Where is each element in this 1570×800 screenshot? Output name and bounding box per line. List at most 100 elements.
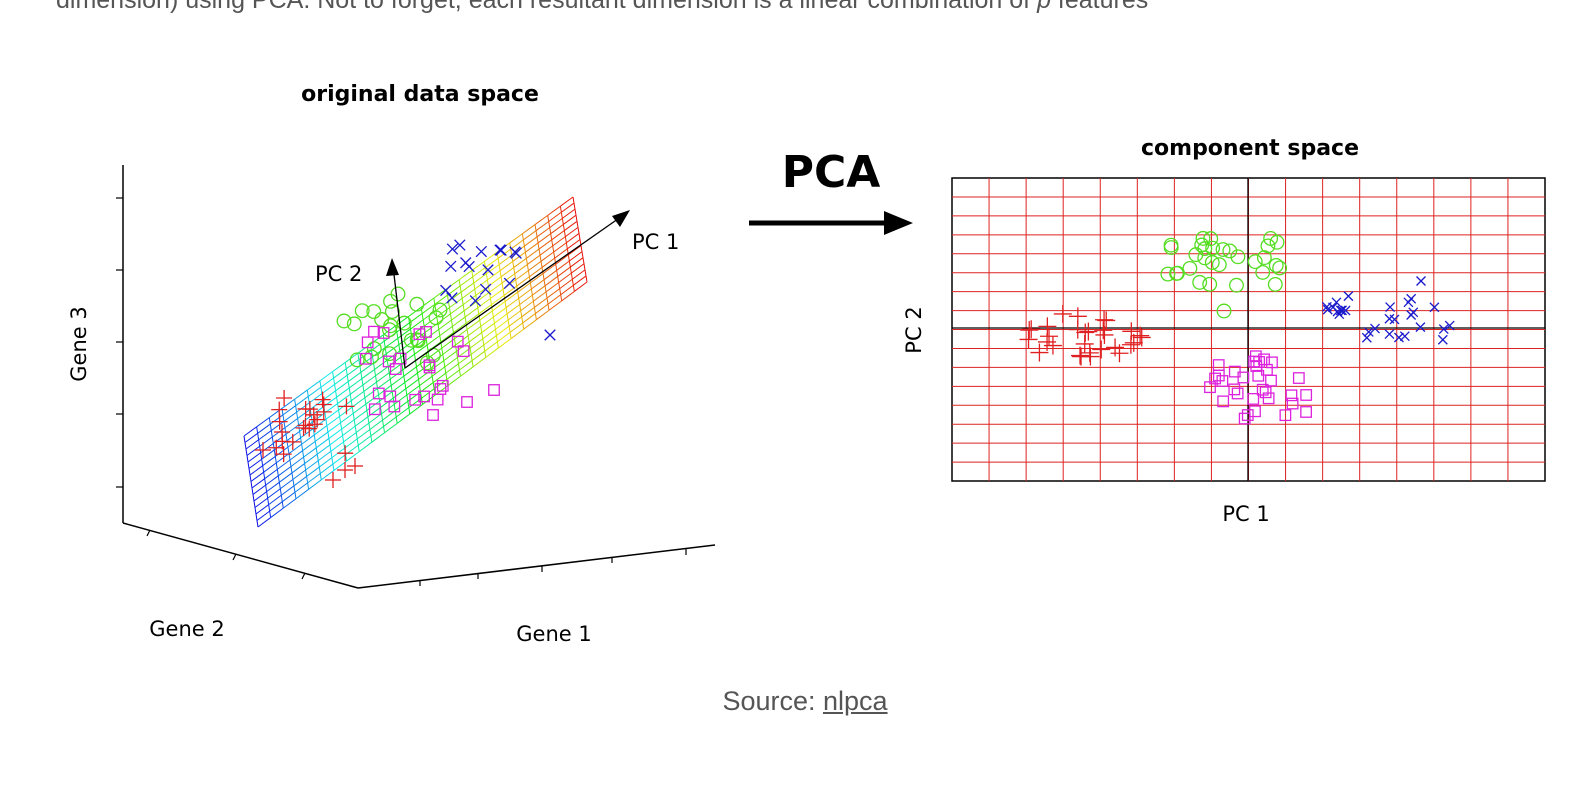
mesh-line xyxy=(349,384,364,395)
plus-marker xyxy=(1030,343,1049,362)
circle-marker xyxy=(390,286,406,302)
square-marker xyxy=(382,355,395,368)
square-marker xyxy=(1300,389,1313,401)
mesh-line xyxy=(394,400,409,412)
mesh-line xyxy=(459,276,474,287)
mesh-line xyxy=(403,366,417,377)
mesh-line xyxy=(562,208,576,219)
mesh-line xyxy=(519,294,533,305)
plus-marker xyxy=(276,390,293,407)
cross-marker xyxy=(495,244,507,256)
mesh-line xyxy=(453,322,467,333)
mesh-line xyxy=(554,248,568,259)
mesh-line xyxy=(368,413,382,424)
mesh-line xyxy=(330,441,344,452)
mesh-line xyxy=(525,242,539,253)
circle-marker xyxy=(1230,249,1246,265)
cross-marker xyxy=(503,277,516,290)
mesh-line xyxy=(382,325,397,336)
mesh-line xyxy=(531,279,545,290)
mesh-line xyxy=(526,248,540,259)
left-panel-title: original data space xyxy=(301,82,539,107)
mesh-line xyxy=(399,341,413,352)
cross-marker xyxy=(1416,276,1426,286)
mesh-line xyxy=(444,357,458,368)
plus-marker xyxy=(1121,335,1140,354)
circle-marker xyxy=(1216,303,1232,319)
cross-marker xyxy=(1415,322,1426,333)
plus-marker xyxy=(314,391,331,408)
square-marker xyxy=(1231,387,1244,400)
mesh-line xyxy=(247,452,261,463)
mesh-line xyxy=(437,313,451,324)
circle-marker xyxy=(346,316,362,332)
mesh-line xyxy=(353,410,368,421)
square-marker xyxy=(420,326,432,338)
mesh-line xyxy=(515,270,529,281)
mesh-line xyxy=(363,381,377,392)
mesh-line xyxy=(484,341,498,352)
square-marker xyxy=(1247,393,1260,405)
axis-label-gene2: Gene 2 xyxy=(149,617,224,641)
plus-marker xyxy=(268,439,285,456)
mesh-line xyxy=(308,393,323,404)
mesh-line xyxy=(564,220,578,231)
square-marker xyxy=(427,409,439,421)
square-marker xyxy=(1228,365,1241,378)
square-marker xyxy=(1204,381,1216,394)
mesh-line xyxy=(347,371,362,382)
mesh-line xyxy=(271,420,285,431)
cross-marker xyxy=(1343,291,1354,302)
plus-marker xyxy=(347,458,363,474)
mesh-line xyxy=(504,291,519,302)
mesh-line xyxy=(507,310,522,321)
mesh-line xyxy=(329,435,343,446)
mesh-line xyxy=(493,307,507,318)
gene2-tick xyxy=(232,553,237,561)
source-link[interactable]: nlpca xyxy=(823,686,888,716)
cross-marker xyxy=(494,244,506,256)
mesh-line xyxy=(573,275,587,286)
plus-marker xyxy=(1095,325,1114,344)
mesh-line xyxy=(570,257,584,268)
plus-marker xyxy=(271,413,288,430)
mesh-line xyxy=(431,366,446,377)
square-marker xyxy=(418,390,430,403)
mesh-line xyxy=(465,313,480,324)
mesh-line xyxy=(500,267,515,278)
component-grid xyxy=(951,177,1546,482)
circle-marker xyxy=(354,303,370,319)
mesh-line xyxy=(490,288,504,299)
mesh-line xyxy=(410,319,424,330)
right-axis-label-pc2: PC 2 xyxy=(902,306,926,353)
mesh-line xyxy=(535,303,549,314)
mesh-line xyxy=(552,236,566,247)
square-marker xyxy=(451,335,464,348)
mesh-line xyxy=(327,422,341,433)
mesh-line xyxy=(489,282,503,293)
mesh-line xyxy=(302,440,316,452)
mesh-line xyxy=(538,239,552,250)
circle-marker xyxy=(336,313,352,329)
mesh-line xyxy=(558,272,572,283)
mesh-line xyxy=(277,459,291,470)
mesh-line xyxy=(358,441,373,453)
mesh-line xyxy=(486,264,500,275)
pc2-arrowhead xyxy=(386,258,399,276)
mesh-line xyxy=(544,276,558,287)
mesh-line xyxy=(536,309,550,321)
mesh-line xyxy=(259,436,273,447)
mesh-line xyxy=(553,242,567,253)
mesh-line xyxy=(364,388,378,399)
cross-marker xyxy=(469,295,482,307)
mesh-line xyxy=(268,494,282,506)
mesh-line xyxy=(472,267,486,278)
mesh-line xyxy=(483,335,497,346)
mesh-line xyxy=(337,393,351,404)
plus-marker xyxy=(1019,330,1038,349)
mesh-line xyxy=(455,335,469,346)
mesh-line xyxy=(475,285,489,296)
mesh-line xyxy=(514,264,528,275)
mesh-line xyxy=(449,297,463,309)
mesh-line xyxy=(267,488,281,499)
